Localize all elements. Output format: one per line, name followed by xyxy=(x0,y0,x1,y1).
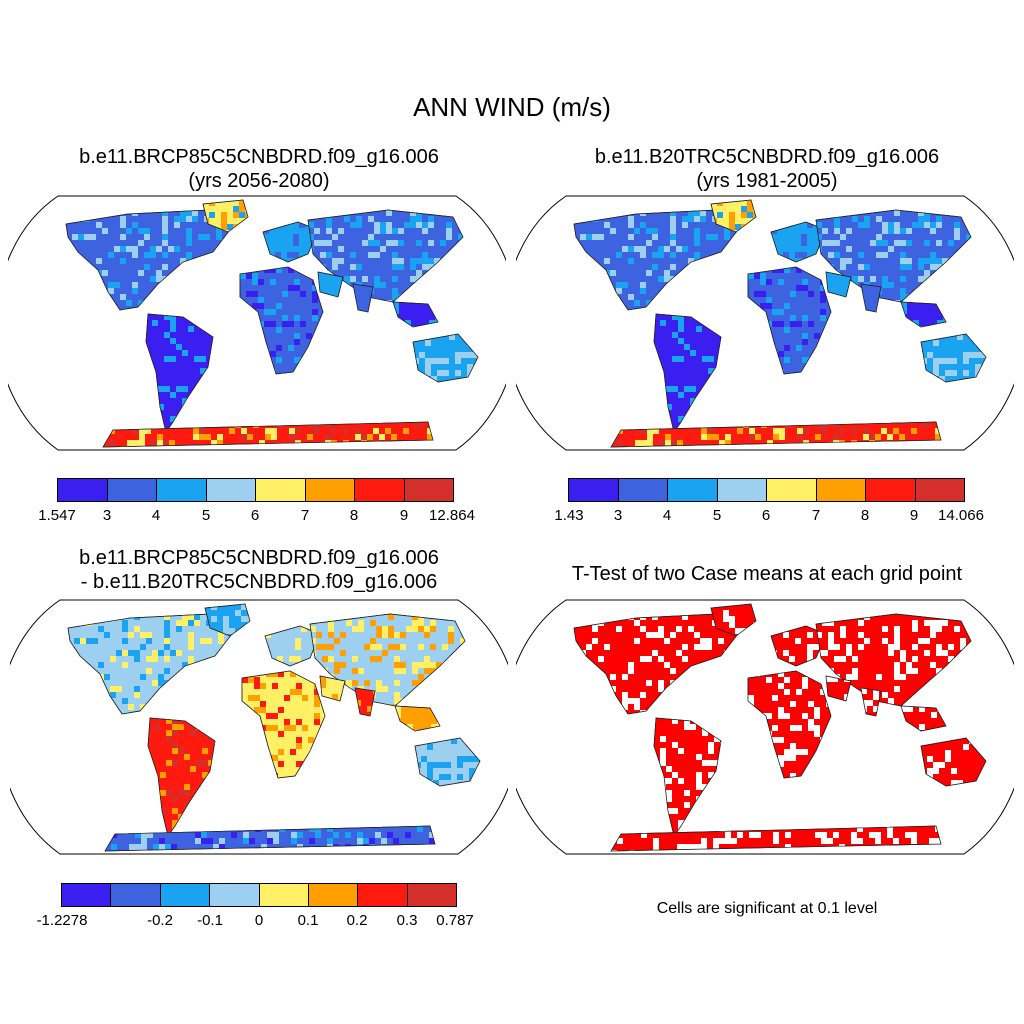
continent-antarctica xyxy=(102,421,434,448)
colorbar-swatch xyxy=(256,479,306,501)
panel-3-title-line1: b.e11.BRCP85C5CNBDRD.f09_g16.006 xyxy=(79,547,439,569)
tick-label: 5 xyxy=(712,507,722,524)
tick-label: 8 xyxy=(349,507,359,524)
tick-label: 5 xyxy=(201,507,211,524)
colorbar-swatch xyxy=(308,884,359,906)
colorbar-swatch xyxy=(866,479,916,501)
tick-label: 12.864 xyxy=(429,507,475,524)
colorbar-swatch xyxy=(358,884,408,906)
panel-3-title-line2: - b.e11.B20TRC5CNBDRD.f09_g16.006 xyxy=(80,571,438,593)
panel-1-title-line2: (yrs 2056-2080) xyxy=(188,170,330,192)
tick-label: 1.43 xyxy=(554,507,584,524)
colorbar-swatch xyxy=(355,479,405,501)
continent-arabia xyxy=(319,675,346,702)
tick-label: 0.787 xyxy=(436,912,474,929)
tick-label: 6 xyxy=(761,507,771,524)
colorbar-swatch xyxy=(58,479,108,501)
tick-label: 9 xyxy=(909,507,919,524)
continent-asia xyxy=(307,209,464,303)
tick-label: 14.066 xyxy=(938,507,984,524)
panel-1-title-line1: b.e11.BRCP85C5CNBDRD.f09_g16.006 xyxy=(79,146,439,168)
tick-label: -1.2278 xyxy=(36,912,88,929)
colorbar-swatch xyxy=(816,479,866,501)
significance-note: Cells are significant at 0.1 level xyxy=(656,900,878,917)
colorbar-swatch xyxy=(206,479,256,501)
continent-europe xyxy=(770,625,827,667)
continent-australia xyxy=(920,333,987,383)
continent-samerica xyxy=(653,717,722,837)
colorbar-panel-3 xyxy=(61,883,457,907)
tick-label: -0.1 xyxy=(197,912,223,929)
colorbar-swatch xyxy=(569,479,619,501)
colorbar-swatch xyxy=(210,884,260,906)
ttest-significance-map xyxy=(516,599,1014,855)
wind-map-historical xyxy=(516,195,1014,451)
wind-map-future xyxy=(8,195,506,451)
panel-2-title-line2: (yrs 1981-2005) xyxy=(696,170,838,192)
tick-label: 6 xyxy=(250,507,260,524)
panel-2-title-line1: b.e11.B20TRC5CNBDRD.f09_g16.006 xyxy=(594,146,940,168)
continent-india xyxy=(354,687,376,717)
continent-seasia xyxy=(900,705,947,732)
continent-antarctica xyxy=(104,825,436,852)
tick-label: 0.1 xyxy=(297,912,319,929)
panel-4-title: T-Test of two Case means at each grid po… xyxy=(571,563,963,585)
tick-label: 9 xyxy=(399,507,409,524)
tick-label: 0 xyxy=(254,912,264,929)
colorbar-swatch xyxy=(160,884,211,906)
figure-title: ANN WIND (m/s) xyxy=(413,92,611,122)
colorbar-panel-2 xyxy=(568,478,965,502)
tick-label: 3 xyxy=(102,507,112,524)
colorbar-swatch xyxy=(111,884,161,906)
tick-label: 8 xyxy=(860,507,870,524)
tick-label: 0.3 xyxy=(396,912,418,929)
colorbar-swatch xyxy=(717,479,767,501)
tick-label: -0.2 xyxy=(147,912,173,929)
tick-label: 1.547 xyxy=(38,507,76,524)
panel-2-title: b.e11.B20TRC5CNBDRD.f09_g16.006 (yrs 198… xyxy=(522,145,1012,193)
continent-seasia xyxy=(392,301,439,328)
colorbar-swatch xyxy=(767,479,817,501)
continent-arabia xyxy=(825,271,852,298)
colorbar-swatch xyxy=(107,479,157,501)
tick-label: 0.2 xyxy=(346,912,368,929)
panel-3-title: b.e11.BRCP85C5CNBDRD.f09_g16.006 - b.e11… xyxy=(14,546,504,594)
colorbar-swatch xyxy=(915,479,964,501)
colorbar-swatch xyxy=(407,884,456,906)
tick-label: 3 xyxy=(613,507,623,524)
colorbar-swatch xyxy=(404,479,453,501)
tick-label: 7 xyxy=(811,507,821,524)
colorbar-swatch xyxy=(157,479,207,501)
panel-1-title: b.e11.BRCP85C5CNBDRD.f09_g16.006 (yrs 20… xyxy=(14,145,504,193)
colorbar-panel-1 xyxy=(57,478,454,502)
tick-label: 4 xyxy=(151,507,161,524)
colorbar-swatch xyxy=(62,884,112,906)
colorbar-swatch xyxy=(668,479,718,501)
wind-difference-map xyxy=(10,599,508,855)
colorbar-swatch xyxy=(305,479,355,501)
tick-label: 4 xyxy=(662,507,672,524)
colorbar-swatch xyxy=(618,479,668,501)
tick-label: 7 xyxy=(300,507,310,524)
continent-arabia xyxy=(317,271,344,298)
colorbar-swatch xyxy=(259,884,309,906)
